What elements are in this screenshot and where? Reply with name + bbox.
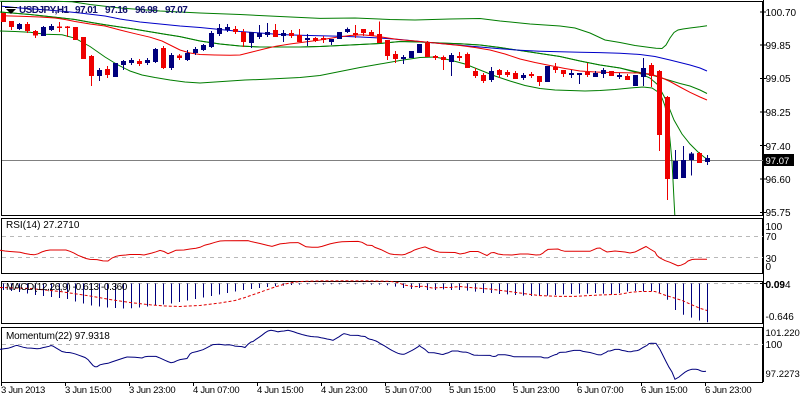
svg-text:97.16: 97.16 bbox=[105, 5, 128, 16]
svg-text:4 Jun 15:00: 4 Jun 15:00 bbox=[257, 385, 303, 396]
svg-text:30: 30 bbox=[766, 254, 778, 265]
svg-text:100: 100 bbox=[766, 222, 783, 233]
svg-text:6 Jun 23:00: 6 Jun 23:00 bbox=[705, 385, 751, 396]
svg-text:96.60: 96.60 bbox=[766, 175, 791, 186]
svg-text:-0.646: -0.646 bbox=[766, 312, 795, 323]
svg-text:USDJPY,H1: USDJPY,H1 bbox=[19, 5, 70, 16]
svg-text:0: 0 bbox=[766, 262, 772, 273]
svg-text:5 Jun 15:00: 5 Jun 15:00 bbox=[449, 385, 495, 396]
svg-text:97.40: 97.40 bbox=[766, 142, 791, 153]
svg-text:6 Jun 07:00: 6 Jun 07:00 bbox=[577, 385, 623, 396]
svg-text:0.09: 0.09 bbox=[766, 280, 786, 291]
svg-text:3 Jun 23:00: 3 Jun 23:00 bbox=[129, 385, 175, 396]
svg-text:MACD(12,26,9) -0.613 -0.360: MACD(12,26,9) -0.613 -0.360 bbox=[6, 282, 128, 293]
svg-text:97.07: 97.07 bbox=[766, 156, 790, 167]
svg-text:99.85: 99.85 bbox=[766, 41, 791, 52]
svg-text:3 Jun 15:00: 3 Jun 15:00 bbox=[65, 385, 111, 396]
svg-text:97.07: 97.07 bbox=[165, 5, 188, 16]
svg-text:4 Jun 07:00: 4 Jun 07:00 bbox=[193, 385, 239, 396]
svg-text:97.01: 97.01 bbox=[75, 5, 98, 16]
svg-text:0.094: 0.094 bbox=[766, 280, 791, 291]
svg-text:6 Jun 15:00: 6 Jun 15:00 bbox=[641, 385, 687, 396]
svg-text:95.75: 95.75 bbox=[766, 208, 791, 219]
svg-text:5 Jun 23:00: 5 Jun 23:00 bbox=[513, 385, 559, 396]
svg-text:100: 100 bbox=[766, 340, 783, 351]
svg-text:Momentum(22) 97.9318: Momentum(22) 97.9318 bbox=[6, 331, 110, 342]
svg-text:4 Jun 23:00: 4 Jun 23:00 bbox=[321, 385, 367, 396]
svg-text:97.2273: 97.2273 bbox=[766, 369, 800, 380]
svg-text:98.25: 98.25 bbox=[766, 108, 791, 119]
svg-text:70: 70 bbox=[766, 232, 778, 243]
svg-text:96.98: 96.98 bbox=[135, 5, 158, 16]
svg-text:5 Jun 07:00: 5 Jun 07:00 bbox=[385, 385, 431, 396]
svg-text:3 Jun 2013: 3 Jun 2013 bbox=[1, 385, 45, 396]
svg-text:99.05: 99.05 bbox=[766, 74, 791, 85]
svg-text:RSI(14) 27.2710: RSI(14) 27.2710 bbox=[6, 220, 80, 231]
svg-text:100.70: 100.70 bbox=[766, 8, 797, 19]
